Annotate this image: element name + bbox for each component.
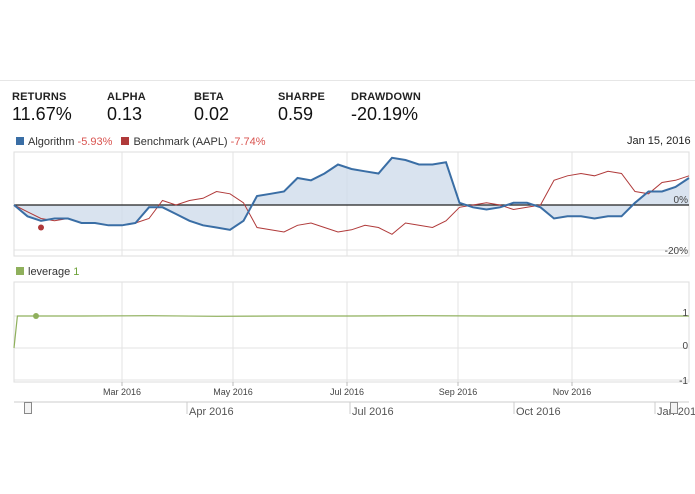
- y-tick-label: 0%: [674, 195, 689, 206]
- leverage-value: 1: [73, 266, 80, 278]
- benchmark-value: -7.74%: [230, 136, 266, 148]
- legend-item-benchmark[interactable]: Benchmark (AAPL) -7.74%: [121, 136, 266, 148]
- x-tick-label: Jul 2016: [330, 387, 364, 397]
- leverage-chart[interactable]: 1 0 -1: [13, 281, 690, 387]
- algorithm-label: Algorithm: [28, 136, 75, 148]
- leverage-swatch: [16, 267, 24, 276]
- leverage-legend[interactable]: leverage 1: [16, 266, 79, 278]
- main-chart-legend: Algorithm -5.93% Benchmark (AAPL) -7.74%: [16, 136, 266, 148]
- leverage-chart-grid: [14, 282, 689, 382]
- leverage-chart-frame: [13, 281, 690, 383]
- x-tick-label: Mar 2016: [103, 387, 141, 397]
- y-tick-label: -1: [679, 376, 688, 387]
- y-tick-label: 1: [682, 308, 688, 319]
- stat-value: -20.19%: [351, 104, 419, 124]
- navigator-tick-label: Jul 2016: [352, 406, 394, 418]
- stat-returns: RETURNS 11.67%: [12, 91, 72, 125]
- x-tick-label: May 2016: [213, 387, 253, 397]
- x-axis: Mar 2016 May 2016 Jul 2016 Sep 2016 Nov 2016: [103, 382, 591, 397]
- benchmark-hover-marker: [38, 224, 44, 231]
- benchmark-label: Benchmark (AAPL): [133, 136, 228, 148]
- algorithm-line: [13, 156, 690, 231]
- algorithm-area: [14, 157, 689, 230]
- performance-chart[interactable]: 0% -20%: [13, 151, 690, 257]
- navigator-right-handle[interactable]: [670, 402, 678, 414]
- x-tick-label: Sep 2016: [439, 387, 478, 397]
- leverage-line: [13, 315, 689, 349]
- navigator-left-handle[interactable]: [24, 402, 32, 414]
- stat-label: RETURNS: [12, 91, 67, 103]
- stat-value: 11.67%: [12, 104, 72, 124]
- navigator-tick-label: Oct 2016: [516, 406, 561, 418]
- algorithm-swatch: [16, 137, 24, 146]
- benchmark-swatch: [121, 137, 130, 146]
- stat-label: ALPHA: [107, 91, 146, 103]
- stat-label: DRAWDOWN: [351, 91, 422, 103]
- leverage-label: leverage: [28, 266, 71, 278]
- y-tick-label: -20%: [665, 246, 688, 257]
- navigator-tick-label: Apr 2016: [189, 406, 234, 418]
- stat-value: 0.02: [194, 104, 230, 124]
- stat-drawdown: DRAWDOWN -20.19%: [351, 91, 421, 125]
- stat-value: 0.59: [278, 104, 314, 124]
- stat-sharpe: SHARPE 0.59: [278, 91, 325, 125]
- leverage-hover-marker: [33, 313, 39, 319]
- stat-beta: BETA 0.02: [194, 91, 229, 125]
- stat-value: 0.13: [107, 104, 143, 124]
- stat-label: SHARPE: [278, 91, 326, 103]
- stat-alpha: ALPHA 0.13: [107, 91, 146, 125]
- legend-item-algorithm[interactable]: Algorithm -5.93%: [16, 136, 115, 148]
- stat-label: BETA: [194, 91, 224, 103]
- hover-date: Jan 15, 2016: [627, 135, 691, 147]
- top-divider: [0, 80, 695, 81]
- algorithm-value: -5.93%: [77, 136, 113, 148]
- x-tick-label: Nov 2016: [553, 387, 592, 397]
- y-tick-label: 0: [682, 341, 688, 352]
